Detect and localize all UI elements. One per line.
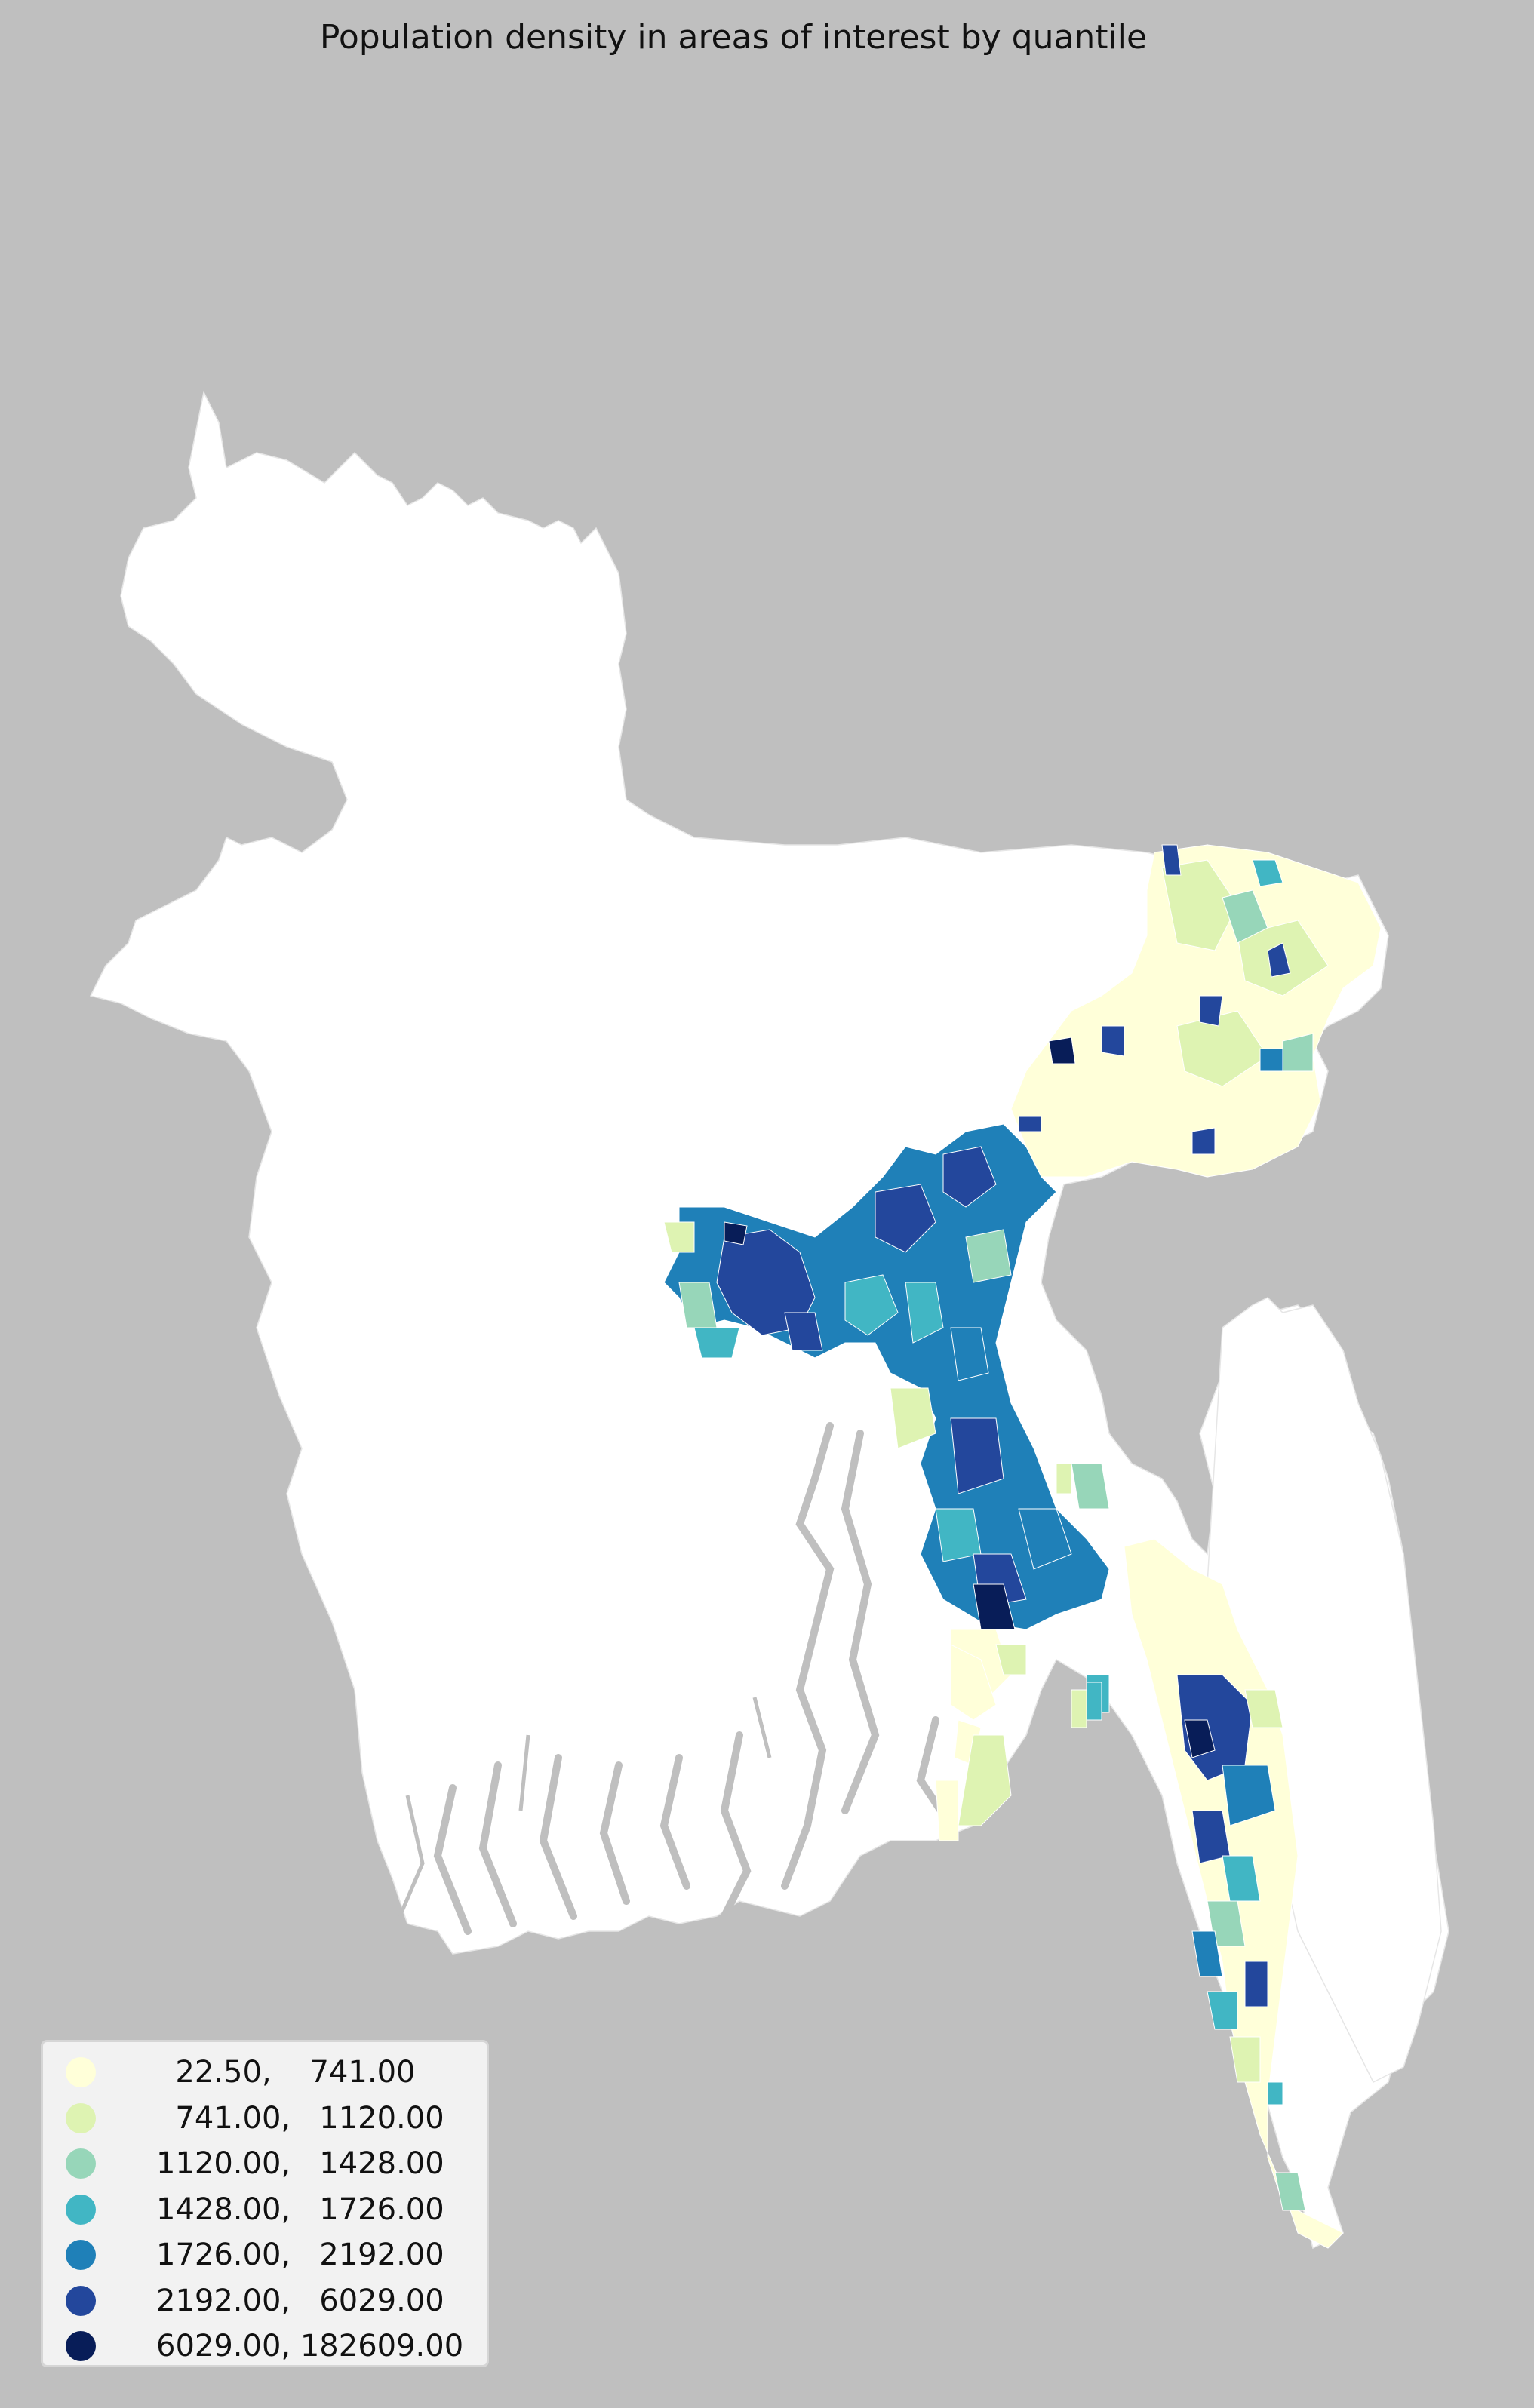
legend-item: 22.50, 741.00 <box>43 2050 487 2096</box>
legend-swatch <box>66 2285 96 2316</box>
legend-swatch <box>66 2057 96 2088</box>
river-channels-thin <box>398 1697 772 1917</box>
legend-item: 1428.00, 1726.00 <box>43 2187 487 2233</box>
map-title: Population density in areas of interest … <box>319 18 1148 57</box>
legend-item: 2192.00, 6029.00 <box>43 2278 487 2324</box>
legend-label: 741.00, 1120.00 <box>156 2100 444 2136</box>
legend-label: 2192.00, 6029.00 <box>156 2283 444 2318</box>
legend: 22.50, 741.00 741.00, 1120.00 1120.00, 1… <box>41 2040 489 2367</box>
legend-label: 1120.00, 1428.00 <box>156 2146 444 2182</box>
legend-item: 1726.00, 2192.00 <box>43 2232 487 2278</box>
legend-item: 741.00, 1120.00 <box>43 2096 487 2142</box>
legend-swatch <box>66 2102 96 2133</box>
area-islands <box>950 1644 997 1721</box>
legend-swatch <box>66 2240 96 2271</box>
legend-item: 6029.00, 182609.00 <box>43 2324 487 2370</box>
legend-label: 1726.00, 2192.00 <box>156 2238 444 2273</box>
legend-swatch <box>66 2331 96 2362</box>
legend-label: 22.50, 741.00 <box>156 2055 416 2090</box>
legend-swatch <box>66 2148 96 2179</box>
density-areas <box>663 844 1382 2249</box>
legend-label: 6029.00, 182609.00 <box>156 2329 464 2364</box>
legend-item: 1120.00, 1428.00 <box>43 2141 487 2187</box>
legend-swatch <box>66 2194 96 2225</box>
legend-label: 1428.00, 1726.00 <box>156 2191 444 2227</box>
